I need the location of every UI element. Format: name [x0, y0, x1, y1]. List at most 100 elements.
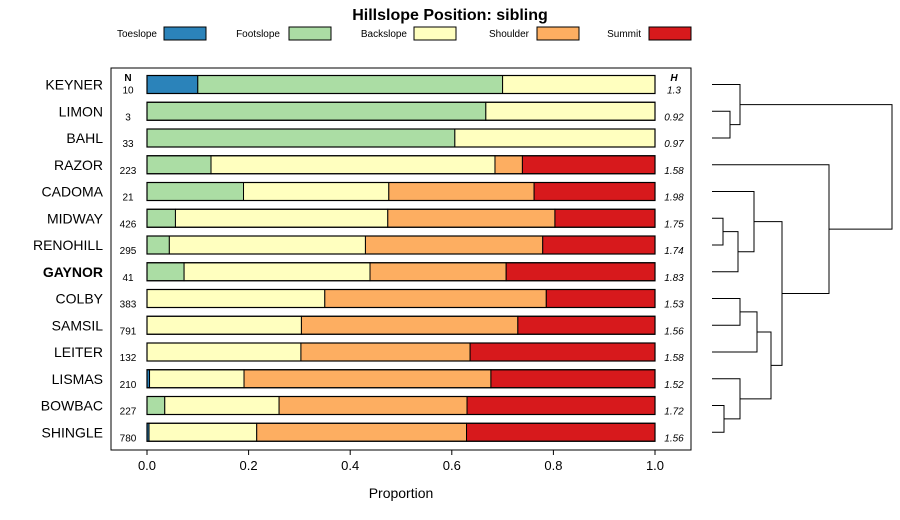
bar-segment-leiter-shoulder [300, 342, 471, 362]
n-value-gaynor: 41 [122, 273, 134, 284]
series-label-shingle: SHINGLE [42, 424, 103, 440]
bar-segment-renohill-summit [542, 235, 656, 255]
series-label-colby: COLBY [56, 291, 104, 307]
bar-segment-samsil-backslope [146, 315, 302, 335]
dendrogram-branch [712, 378, 741, 420]
bar-segment-bowbac-shoulder [278, 396, 468, 415]
bar-segment-samsil-shoulder [300, 315, 519, 335]
legend-label-shoulder: Shoulder [489, 29, 530, 40]
chart-title: Hillslope Position: sibling [352, 7, 548, 24]
bar-segment-cadoma-backslope [243, 182, 390, 201]
h-value-keyner: 1.3 [667, 86, 681, 97]
bar-outline-gaynor [146, 262, 656, 282]
n-value-razor: 223 [120, 166, 137, 177]
x-tick-label: 0.6 [443, 458, 461, 473]
legend-swatch-backslope [413, 26, 457, 41]
bar-segment-leiter-summit [469, 342, 656, 362]
bar-segment-gaynor-footslope [146, 262, 185, 282]
h-value-razor: 1.58 [664, 166, 684, 177]
bar-outline-cadoma [146, 181, 656, 202]
series-label-cadoma: CADOMA [42, 184, 104, 200]
dendrogram-branch [712, 298, 741, 326]
plot-area: 0.0 0.2 0.4 0.6 0.8 1.0 N H KEYNER 10 1.3 LIMON 3 0.9… [33, 67, 692, 473]
legend-label-summit: Summit [607, 29, 641, 40]
series-label-bowbac: BOWBAC [41, 398, 103, 414]
bar-segment-midway-backslope [174, 208, 389, 228]
bar-outline-razor [146, 155, 656, 175]
bar-outline-midway [146, 208, 656, 228]
h-value-lismas: 1.52 [664, 380, 684, 391]
dendrogram-branch [712, 405, 725, 433]
series-label-renohill: RENOHILL [33, 237, 103, 253]
bar-segment-renohill-backslope [168, 235, 366, 255]
n-value-bowbac: 227 [120, 407, 137, 418]
series-label-razor: RAZOR [54, 157, 103, 173]
bar-outline-bahl [146, 128, 656, 148]
x-axis-label: Proportion [369, 485, 434, 501]
h-value-midway: 1.75 [664, 219, 684, 230]
bar-segment-razor-shoulder [494, 155, 523, 175]
bar-segment-renohill-shoulder [364, 235, 544, 255]
h-value-renohill: 1.74 [664, 246, 684, 257]
bar-outline-bowbac [146, 395, 656, 416]
x-tick-label: 0.2 [240, 458, 258, 473]
bar-segment-shingle-summit [466, 422, 656, 442]
legend-swatch-summit [648, 26, 692, 41]
bar-segment-lismas-backslope [149, 369, 245, 389]
dendrogram-branch [712, 231, 739, 273]
bar-segment-midway-summit [554, 208, 656, 228]
bar-segment-limon-footslope [146, 101, 487, 121]
series-label-leiter: LEITER [54, 344, 103, 360]
n-value-limon: 3 [125, 112, 131, 123]
series-label-keyner: KEYNER [45, 77, 103, 93]
series-label-samsil: SAMSIL [52, 317, 104, 333]
n-value-keyner: 10 [122, 86, 134, 97]
bar-segment-cadoma-summit [533, 182, 656, 201]
bar-segment-bowbac-backslope [164, 396, 280, 415]
n-value-colby: 383 [120, 300, 137, 311]
bar-segment-gaynor-summit [505, 262, 656, 282]
dendrogram-branch [712, 110, 731, 139]
series-label-bahl: BAHL [66, 130, 103, 146]
bar-segment-razor-summit [521, 155, 656, 175]
x-tick-label: 1.0 [646, 458, 664, 473]
bar-segment-bowbac-summit [466, 396, 656, 415]
bar-segment-cadoma-shoulder [388, 182, 535, 201]
series-label-gaynor: GAYNOR [43, 264, 103, 280]
h-value-leiter: 1.58 [664, 353, 684, 364]
bar-segment-bahl-backslope [454, 128, 656, 148]
bar-segment-razor-backslope [210, 155, 496, 175]
x-tick-label: 0.4 [341, 458, 359, 473]
legend-swatch-shoulder [536, 26, 580, 41]
bar-outline-renohill [146, 235, 656, 255]
n-column-header: N [124, 73, 131, 84]
bar-segment-leiter-backslope [146, 342, 302, 362]
bar-segment-shingle-shoulder [256, 422, 468, 442]
bar-segment-lismas-summit [490, 369, 656, 389]
legend-label-footslope: Footslope [236, 29, 280, 40]
bar-segment-lismas-shoulder [243, 369, 492, 389]
dendrogram-branch [754, 221, 783, 366]
legend-label-backslope: Backslope [361, 29, 408, 40]
plot-frame [110, 67, 692, 451]
dendrogram-branch [740, 331, 772, 400]
bar-outline-limon [146, 101, 656, 121]
bar-segment-bowbac-footslope [146, 396, 166, 415]
legend-swatch-footslope [288, 26, 332, 41]
bar-outline-shingle [146, 422, 656, 442]
legend-swatch-toeslope [163, 26, 207, 41]
h-value-samsil: 1.56 [664, 326, 684, 337]
bar-outline-keyner [146, 74, 656, 95]
n-value-bahl: 33 [122, 139, 134, 150]
bar-segment-bahl-footslope [146, 128, 456, 148]
bar-segment-gaynor-shoulder [369, 262, 507, 282]
x-tick-label: 0.8 [544, 458, 562, 473]
h-value-bowbac: 1.72 [664, 407, 684, 418]
bar-segment-colby-summit [545, 289, 656, 308]
bar-segment-cadoma-footslope [146, 182, 245, 201]
bar-segment-colby-shoulder [324, 289, 547, 308]
series-label-limon: LIMON [59, 103, 103, 119]
n-value-leiter: 132 [120, 353, 137, 364]
h-value-shingle: 1.56 [664, 433, 684, 444]
